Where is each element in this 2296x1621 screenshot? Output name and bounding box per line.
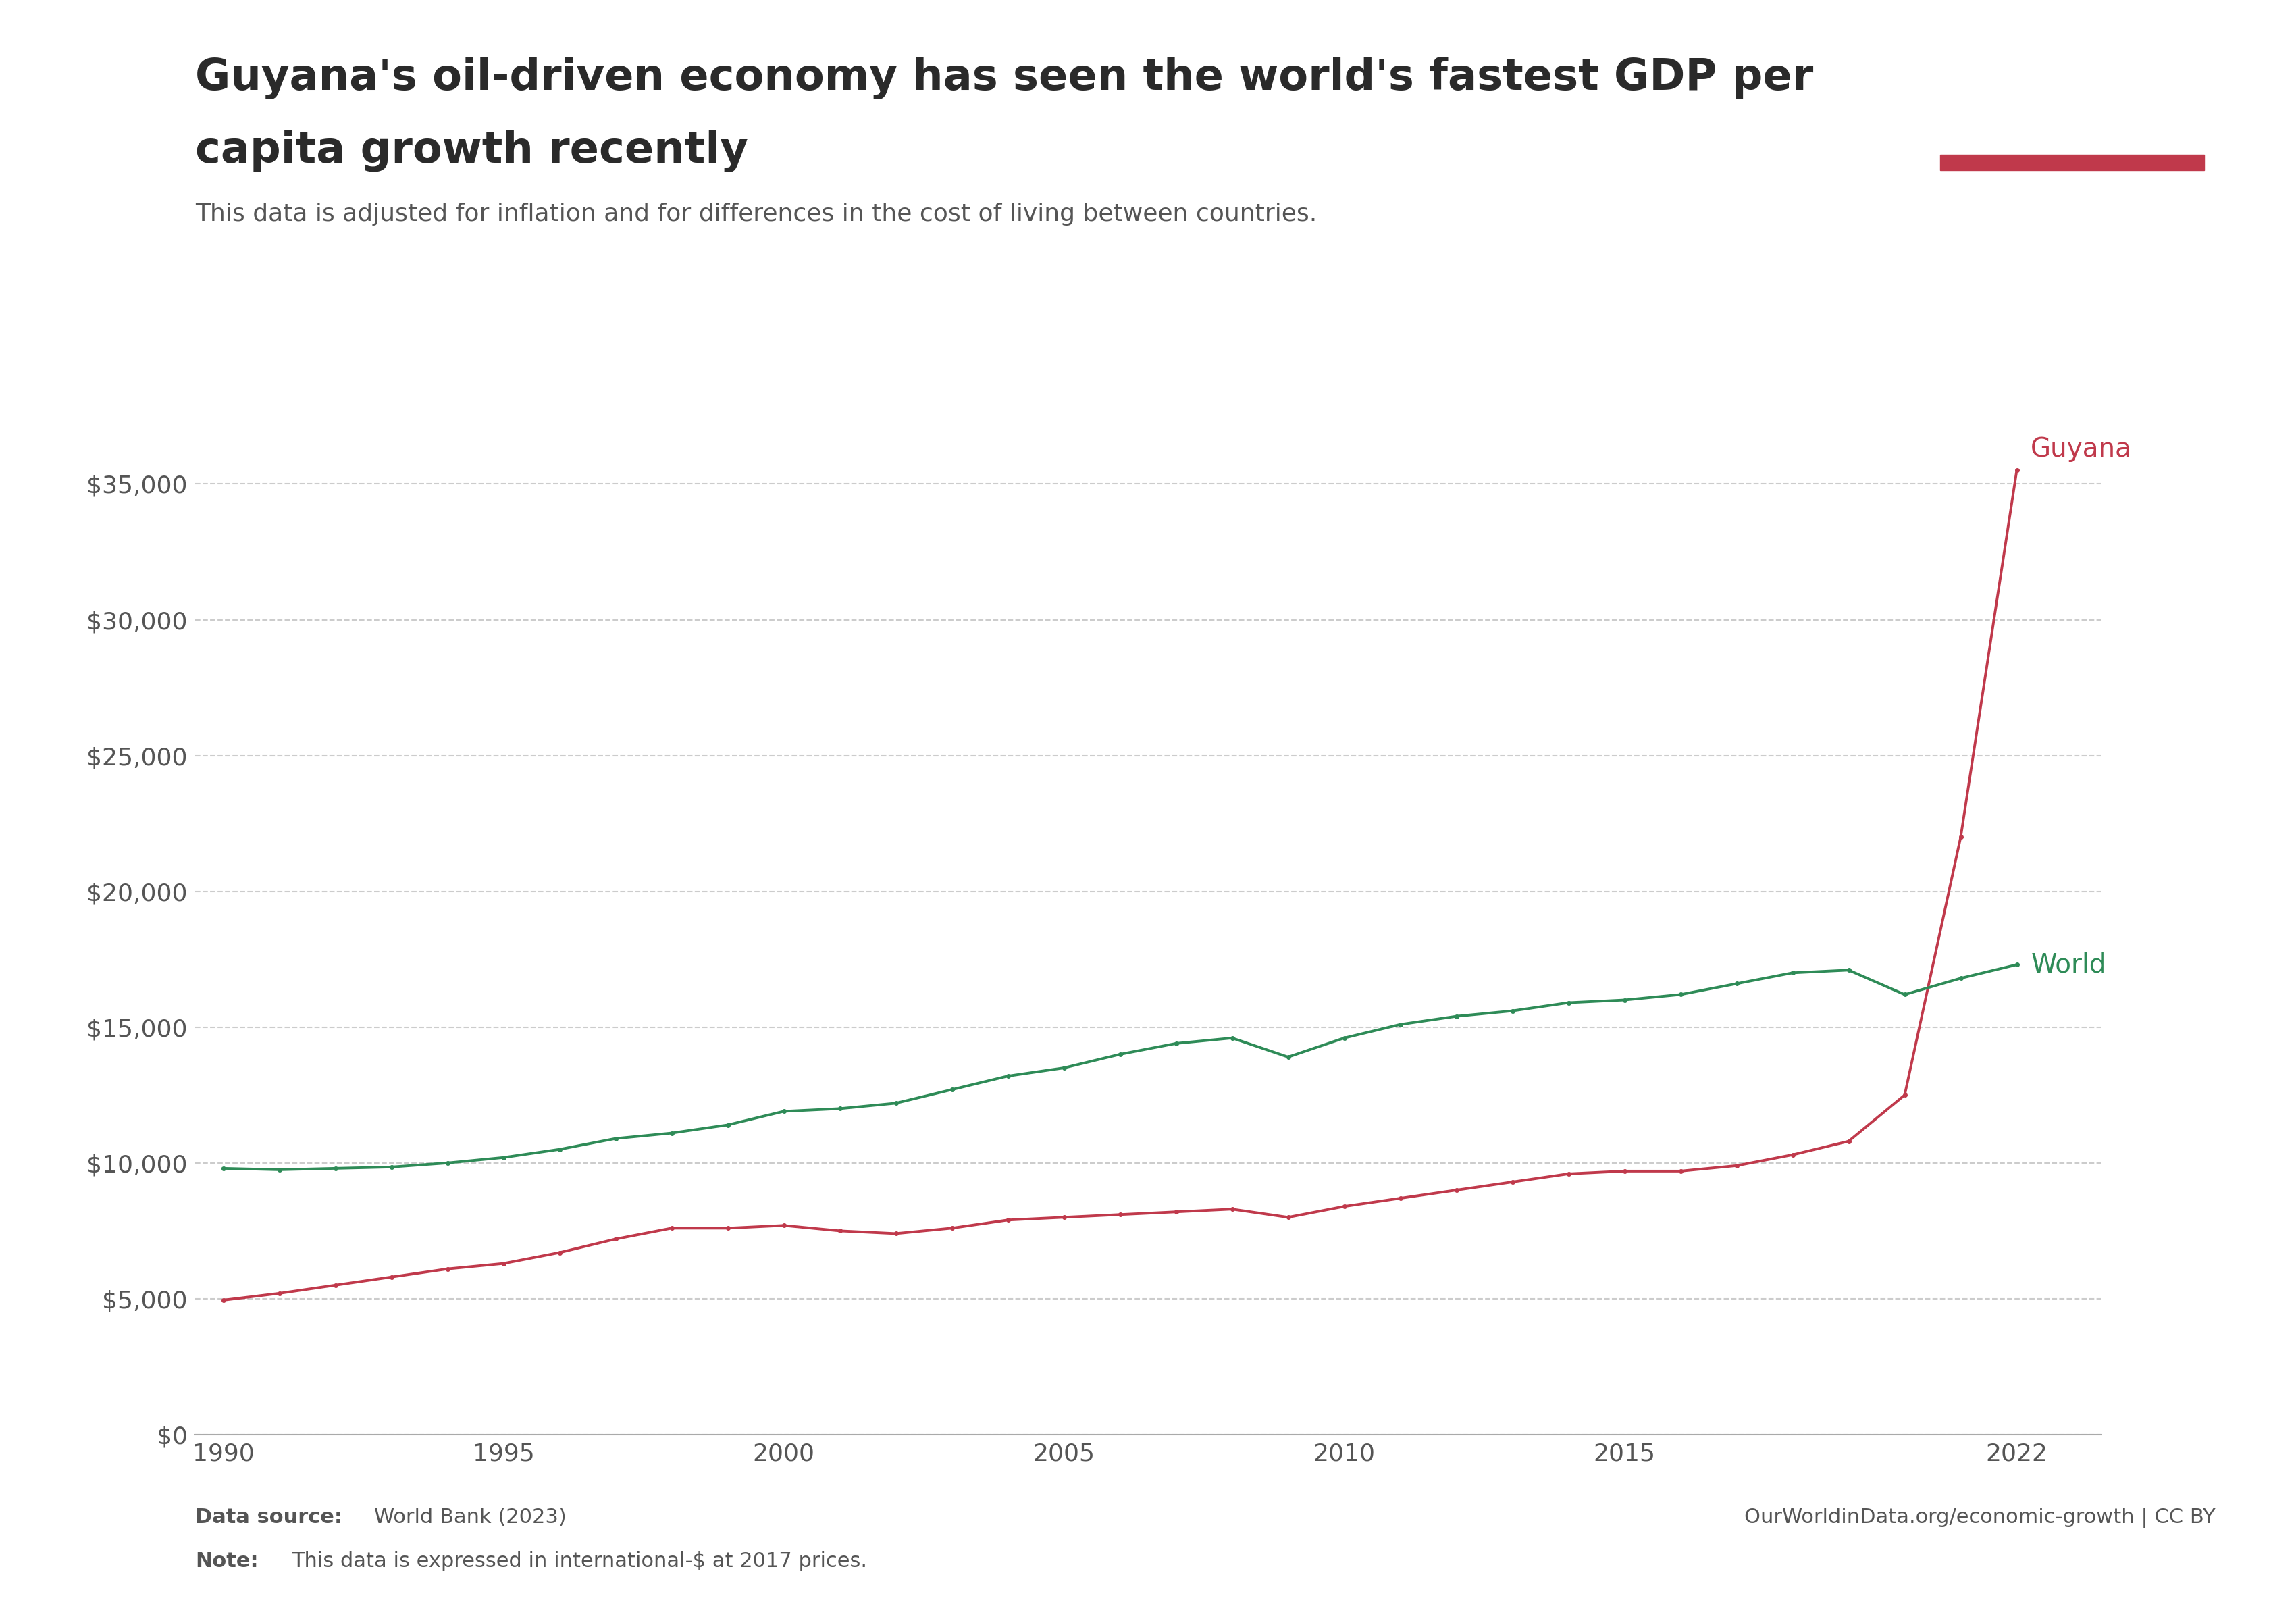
Text: Note:: Note: [195, 1551, 259, 1571]
Text: in Data: in Data [2027, 94, 2117, 117]
Bar [1940, 154, 2204, 170]
Text: Our World: Our World [2009, 44, 2135, 66]
Text: OurWorldinData.org/economic-growth | CC BY: OurWorldinData.org/economic-growth | CC … [1745, 1508, 2216, 1529]
Text: This data is expressed in international-$ at 2017 prices.: This data is expressed in international-… [292, 1551, 868, 1571]
Text: Guyana's oil-driven economy has seen the world's fastest GDP per: Guyana's oil-driven economy has seen the… [195, 57, 1814, 99]
Text: Data source:: Data source: [195, 1508, 342, 1527]
Text: Guyana: Guyana [2030, 436, 2133, 462]
Text: This data is adjusted for inflation and for differences in the cost of living be: This data is adjusted for inflation and … [195, 203, 1318, 225]
Text: World: World [2030, 952, 2105, 977]
Text: World Bank (2023): World Bank (2023) [374, 1508, 567, 1527]
Text: capita growth recently: capita growth recently [195, 130, 748, 172]
